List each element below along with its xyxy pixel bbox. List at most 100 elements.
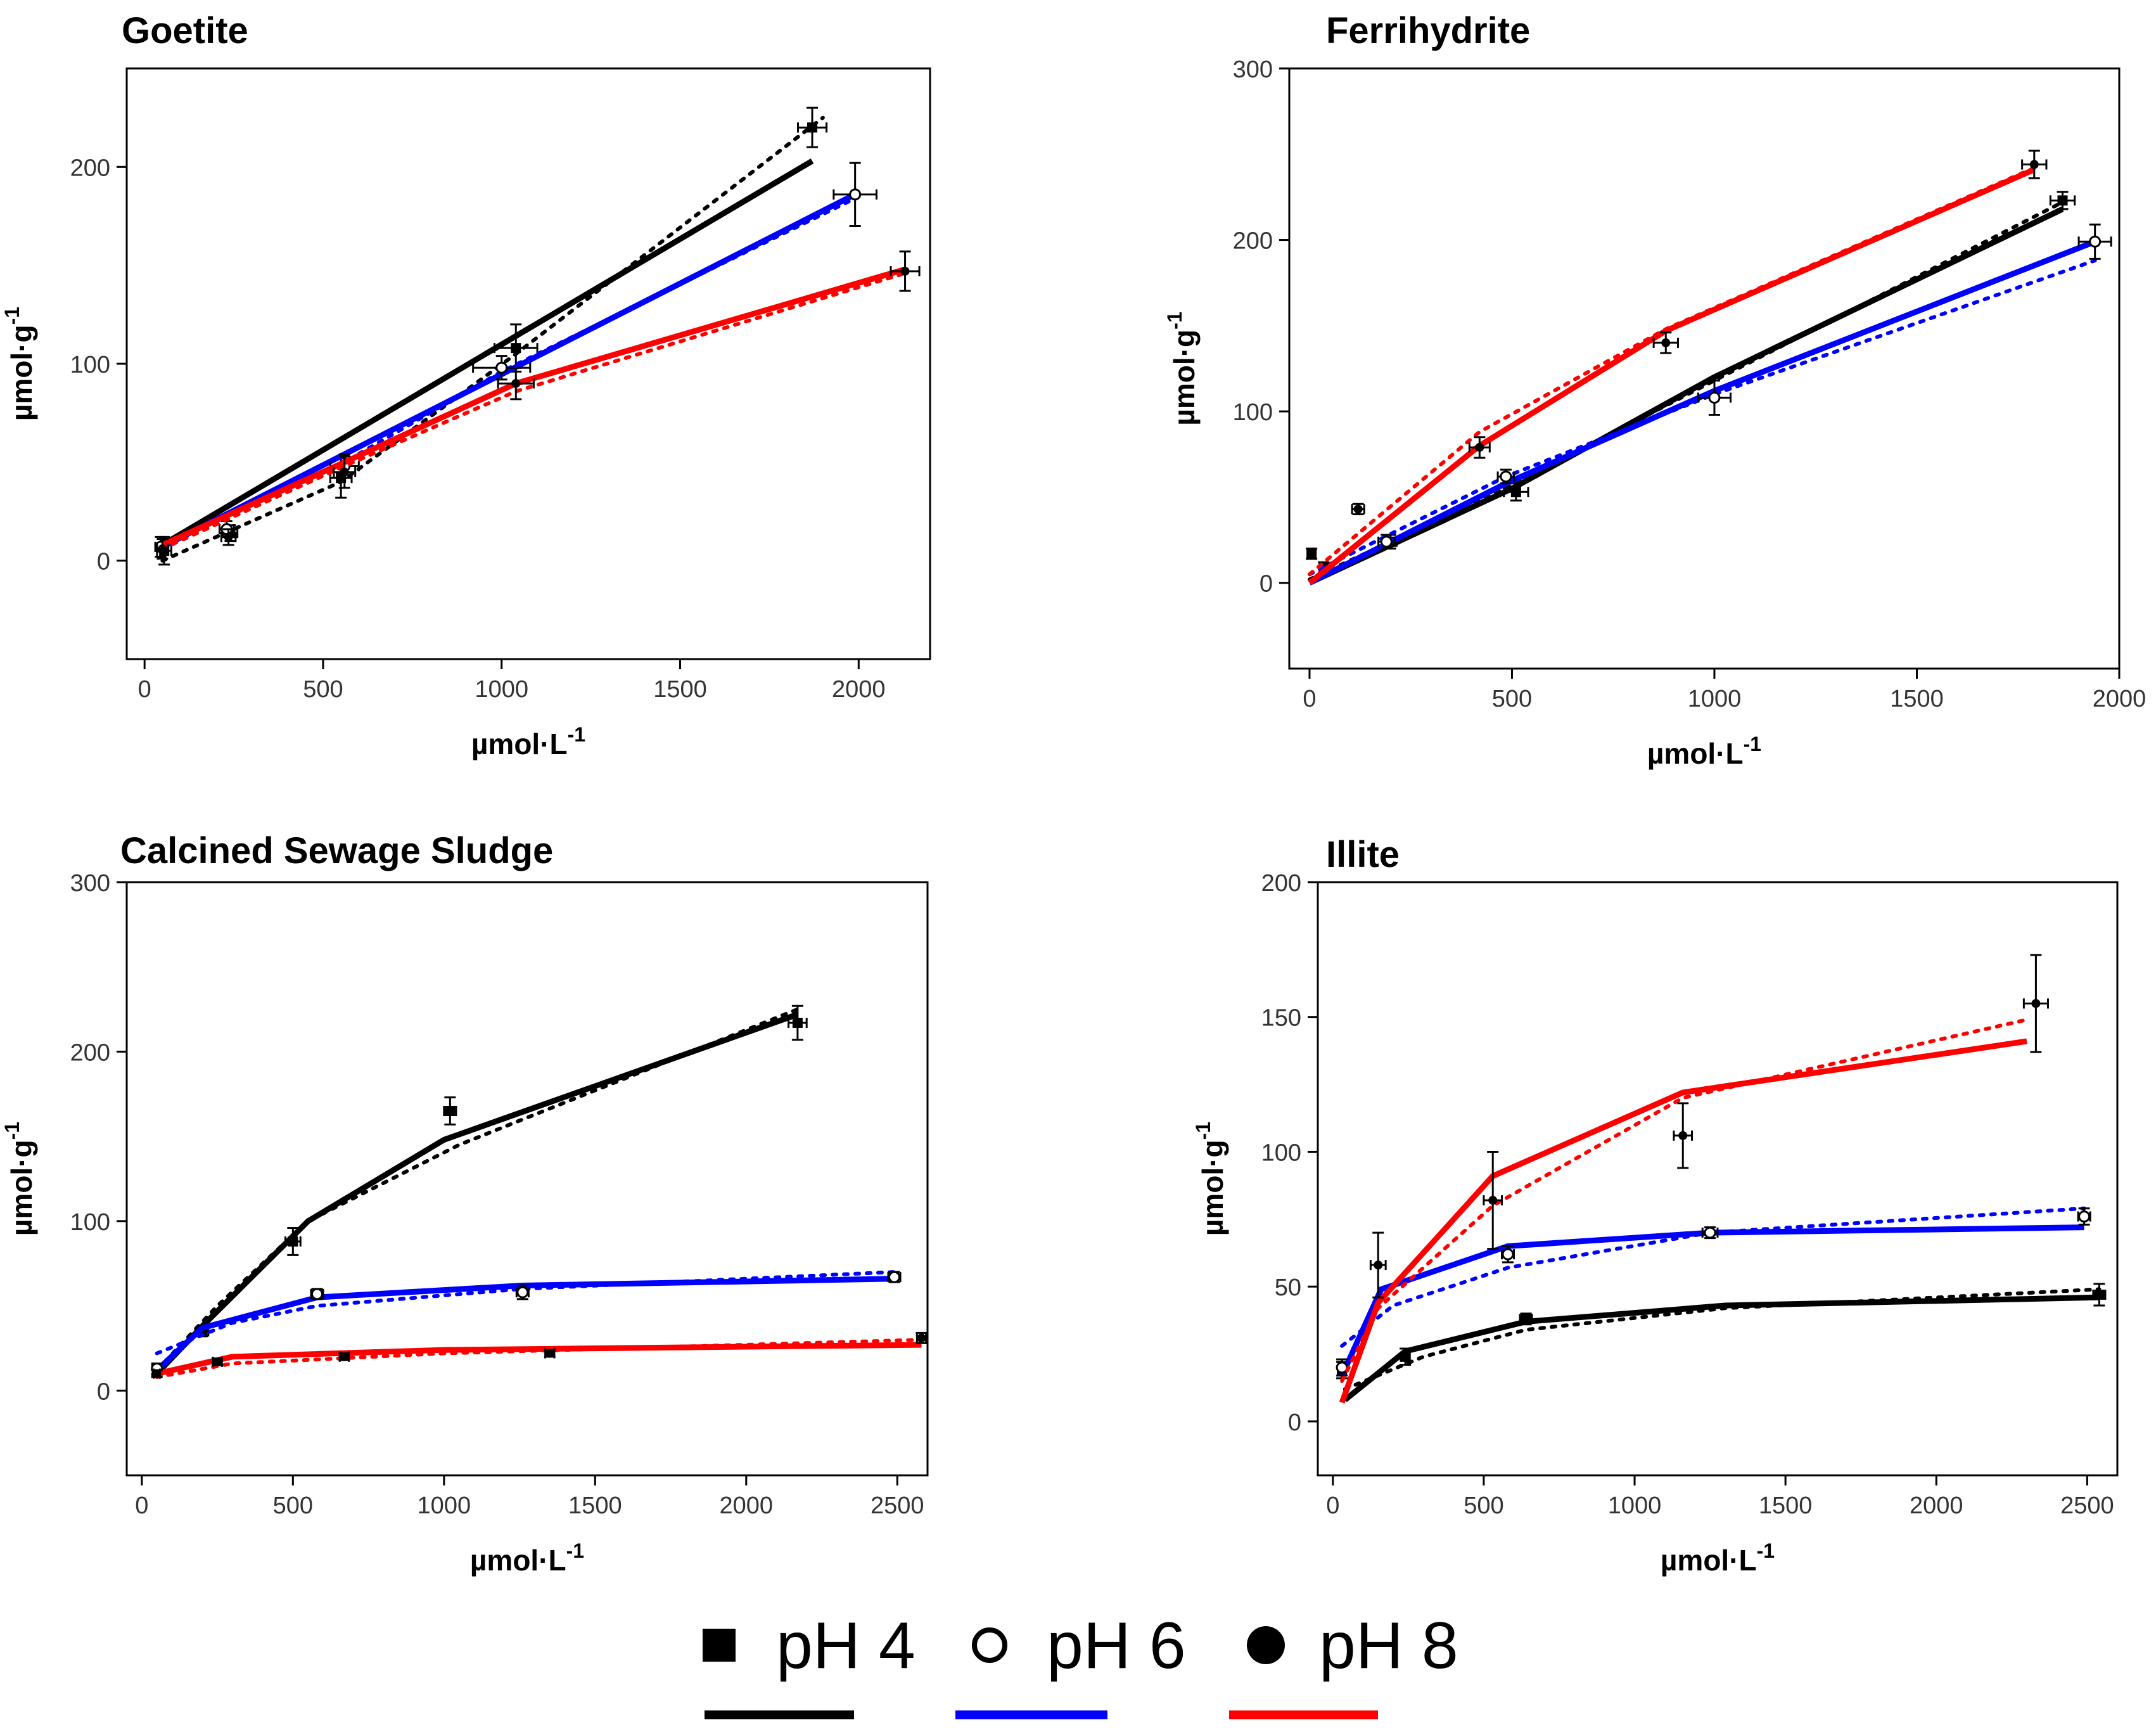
marker-filled-circle (1353, 504, 1363, 514)
data-point (156, 537, 169, 560)
y-tick-label: 150 (1261, 1005, 1301, 1032)
data-point (338, 1351, 350, 1362)
data-point (310, 1288, 324, 1300)
data-point (2022, 954, 2049, 1053)
data-point (890, 250, 921, 292)
data-point (887, 1271, 902, 1283)
x-tick-label: 1500 (1759, 1492, 1813, 1519)
x-tick-label: 1000 (1608, 1492, 1662, 1519)
series-ph-4 (156, 106, 828, 566)
fit-line-solid (161, 158, 814, 548)
x-tick-label: 1000 (1688, 686, 1742, 712)
fit-line-solid (156, 1342, 922, 1376)
series-ph-8 (151, 1331, 928, 1379)
plot-frame (1288, 67, 2121, 670)
x-axis-label: µmol·L-1 (1661, 1539, 1775, 1577)
marker-square (1400, 1351, 1411, 1362)
legend: pH 4 pH 6 pH 8 (703, 1609, 1458, 1719)
data-point (151, 1368, 163, 1379)
marker-open-circle (1704, 1226, 1716, 1239)
panel-title: Ferrihydrite (1326, 10, 1530, 51)
y-tick-label: 300 (70, 870, 110, 897)
y-axis-label-sup: -1 (1163, 311, 1186, 329)
marker-filled-circle (158, 544, 167, 554)
y-axis-label: µmol·g-1 (1, 307, 38, 421)
marker-square (807, 122, 818, 133)
series-ph-6 (1336, 1206, 2091, 1377)
y-tick-label: 100 (1261, 1139, 1301, 1166)
marker-square (2094, 1289, 2105, 1300)
marker-square (2057, 195, 2068, 206)
marker-filled-circle (224, 532, 233, 542)
series-ph-8 (1339, 954, 2049, 1404)
data-point (1377, 534, 1396, 550)
marker-square (1510, 487, 1521, 497)
legend-marker-square (703, 1629, 736, 1662)
y-axis-label: µmol·g-1 (1163, 311, 1201, 425)
plot-frame (1317, 881, 2119, 1477)
data-point (1701, 1226, 1719, 1240)
legend-entry-ph-8: pH 8 (1229, 1609, 1458, 1719)
y-tick-label: 300 (1233, 56, 1273, 83)
x-tick-label: 2000 (832, 676, 886, 703)
x-tick-label: 1000 (418, 1492, 471, 1519)
panel-title: Illite (1326, 834, 1400, 875)
marker-open-circle (888, 1271, 901, 1283)
marker-open-circle (2089, 235, 2102, 248)
data-point (284, 1227, 302, 1256)
data-point (212, 1356, 224, 1367)
legend-entry-ph-4: pH 4 (703, 1609, 915, 1719)
data-point (1697, 379, 1732, 416)
marker-open-circle (2078, 1210, 2091, 1223)
y-tick-label: 0 (97, 1378, 110, 1405)
data-point (2092, 1283, 2107, 1307)
marker-square (1521, 1314, 1531, 1325)
marker-filled-circle (340, 1352, 349, 1361)
fit-line-solid (161, 266, 906, 548)
panel-title: Calcined Sewage Sludge (120, 830, 553, 871)
x-tick-label: 2500 (2060, 1492, 2114, 1519)
marker-filled-circle (1475, 442, 1484, 452)
marker-filled-circle (1678, 1131, 1688, 1140)
data-point (2077, 1207, 2091, 1226)
y-axis-label-sup: -1 (1, 307, 23, 324)
data-point (1351, 503, 1365, 515)
x-tick-label: 500 (1492, 686, 1532, 712)
data-point (1468, 436, 1491, 459)
fit-line-dotted (160, 115, 825, 563)
data-point (544, 1348, 556, 1359)
marker-filled-circle (900, 266, 910, 276)
data-point (443, 1096, 457, 1126)
marker-square (792, 1017, 803, 1028)
marker-open-circle (1380, 536, 1393, 548)
marker-open-circle (1708, 391, 1721, 404)
x-tick-label: 1000 (475, 676, 528, 703)
marker-open-circle (495, 361, 508, 374)
marker-filled-circle (2029, 160, 2039, 169)
fit-line-dotted (1340, 1206, 2086, 1348)
marker-square (288, 1236, 298, 1247)
x-axis-label-sup: -1 (568, 723, 585, 746)
fit-line-dotted (1340, 1018, 2029, 1383)
data-point (1503, 482, 1529, 502)
y-tick-label: 0 (97, 549, 110, 575)
data-point (2077, 223, 2112, 260)
chart-panel-1: Ferrihydrite 0 500 1000 1500 2000 0 100 200 300 µm… (1163, 10, 2146, 770)
marker-open-circle (310, 1288, 323, 1300)
data-point (1652, 331, 1679, 354)
x-tick-label: 0 (1303, 686, 1316, 712)
data-point (515, 1284, 530, 1300)
marker-filled-circle (511, 379, 521, 388)
x-tick-label: 500 (273, 1492, 313, 1519)
x-tick-label: 500 (303, 676, 343, 703)
y-tick-label: 100 (1233, 399, 1273, 426)
data-point (788, 1004, 808, 1041)
series-ph-6 (1308, 223, 2112, 586)
marker-filled-circle (545, 1349, 554, 1358)
legend-marker-filled-circle (1247, 1626, 1285, 1664)
y-tick-label: 0 (1260, 571, 1273, 598)
data-point (1519, 1312, 1533, 1326)
